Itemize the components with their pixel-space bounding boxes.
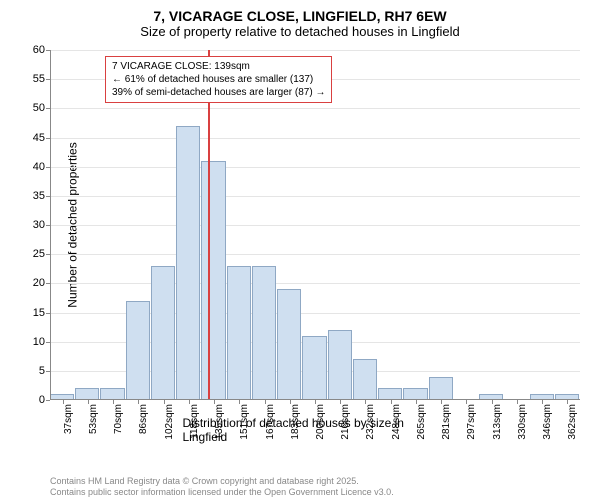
gridline — [50, 254, 580, 255]
x-tick-mark — [441, 400, 442, 404]
y-tick-label: 15 — [33, 307, 45, 319]
y-tick-label: 50 — [33, 102, 45, 114]
annotation-line: ← 61% of detached houses are smaller (13… — [112, 73, 325, 86]
x-tick-label: 86sqm — [138, 404, 149, 434]
gridline — [50, 50, 580, 51]
x-tick-mark — [265, 400, 266, 404]
x-tick-label: 330sqm — [517, 404, 528, 440]
footer-line1: Contains HM Land Registry data © Crown c… — [50, 476, 394, 487]
gridline — [50, 283, 580, 284]
histogram-bar — [252, 266, 276, 400]
y-tick-label: 35 — [33, 190, 45, 202]
gridline — [50, 167, 580, 168]
gridline — [50, 108, 580, 109]
annotation-box: 7 VICARAGE CLOSE: 139sqm← 61% of detache… — [105, 56, 332, 103]
plot-area: 7 VICARAGE CLOSE: 139sqm← 61% of detache… — [50, 50, 580, 400]
gridline — [50, 196, 580, 197]
histogram-bar — [353, 359, 377, 400]
x-tick-label: 102sqm — [164, 404, 175, 440]
x-tick-mark — [164, 400, 165, 404]
x-tick-mark — [416, 400, 417, 404]
x-tick-mark — [567, 400, 568, 404]
histogram-bar — [429, 377, 453, 400]
chart-subtitle: Size of property relative to detached ho… — [0, 24, 600, 43]
x-tick-mark — [214, 400, 215, 404]
x-tick-mark — [391, 400, 392, 404]
y-tick-label: 40 — [33, 161, 45, 173]
histogram-bar — [201, 161, 225, 400]
x-tick-mark — [88, 400, 89, 404]
y-tick-label: 30 — [33, 219, 45, 231]
histogram-bar — [302, 336, 326, 400]
x-tick-label: 313sqm — [492, 404, 503, 440]
y-tick-label: 5 — [39, 365, 45, 377]
x-tick-mark — [517, 400, 518, 404]
y-tick-label: 55 — [33, 73, 45, 85]
chart-title: 7, VICARAGE CLOSE, LINGFIELD, RH7 6EW — [0, 0, 600, 24]
y-tick-label: 20 — [33, 277, 45, 289]
histogram-bar — [277, 289, 301, 400]
x-tick-mark — [138, 400, 139, 404]
gridline — [50, 225, 580, 226]
x-tick-label: 362sqm — [567, 404, 578, 440]
histogram-bar — [151, 266, 175, 400]
x-tick-mark — [189, 400, 190, 404]
chart-container: 7, VICARAGE CLOSE, LINGFIELD, RH7 6EW Si… — [0, 0, 600, 500]
histogram-bar — [328, 330, 352, 400]
x-tick-mark — [542, 400, 543, 404]
x-tick-mark — [365, 400, 366, 404]
y-tick-label: 45 — [33, 132, 45, 144]
x-tick-label: 297sqm — [466, 404, 477, 440]
x-tick-mark — [315, 400, 316, 404]
y-tick-label: 0 — [39, 394, 45, 406]
x-tick-mark — [239, 400, 240, 404]
annotation-line: 39% of semi-detached houses are larger (… — [112, 86, 325, 99]
histogram-bar — [176, 126, 200, 400]
y-axis-line — [50, 50, 51, 400]
gridline — [50, 138, 580, 139]
x-tick-mark — [466, 400, 467, 404]
footer-line2: Contains public sector information licen… — [50, 487, 394, 498]
y-axis: Number of detached properties 0510152025… — [0, 50, 50, 400]
histogram-bar — [126, 301, 150, 400]
x-tick-label: 346sqm — [542, 404, 553, 440]
footer-attribution: Contains HM Land Registry data © Crown c… — [50, 476, 394, 498]
x-tick-mark — [340, 400, 341, 404]
x-tick-label: 53sqm — [88, 404, 99, 434]
y-tick-label: 60 — [33, 44, 45, 56]
x-tick-mark — [290, 400, 291, 404]
histogram-bar — [227, 266, 251, 400]
x-axis-label: Distribution of detached houses by size … — [183, 416, 448, 444]
y-tick-label: 25 — [33, 248, 45, 260]
x-tick-mark — [113, 400, 114, 404]
y-tick-label: 10 — [33, 336, 45, 348]
x-tick-mark — [492, 400, 493, 404]
x-tick-label: 70sqm — [113, 404, 124, 434]
annotation-line: 7 VICARAGE CLOSE: 139sqm — [112, 60, 325, 73]
x-tick-mark — [63, 400, 64, 404]
x-tick-label: 37sqm — [63, 404, 74, 434]
x-axis: 37sqm53sqm70sqm86sqm102sqm118sqm135sqm15… — [50, 400, 580, 470]
